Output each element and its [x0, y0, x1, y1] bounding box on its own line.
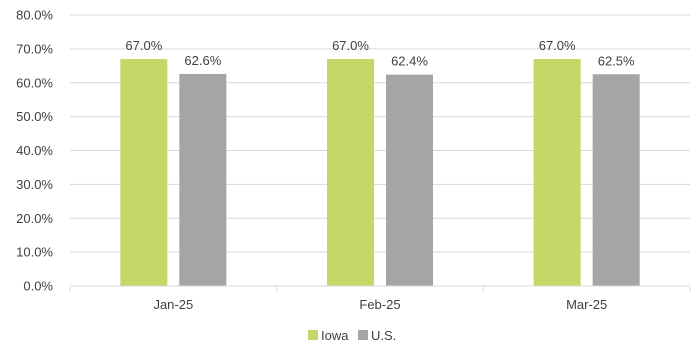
bar-iowa-mar-25: [533, 59, 581, 286]
bar-us-feb-25: [386, 74, 433, 287]
y-axis-tick-labels: 0.0% 10.0% 20.0% 30.0% 40.0% 50.0% 60.0% 70.0% 8…: [16, 8, 53, 294]
y-tick-label: 70.0%: [16, 41, 53, 56]
bars: [120, 59, 640, 287]
gridlines: [70, 14, 690, 253]
y-tick-label: 60.0%: [16, 75, 53, 90]
bar-us-jan-25: [179, 73, 227, 286]
y-tick-label: 10.0%: [16, 245, 53, 260]
y-tick-label: 50.0%: [16, 109, 53, 124]
y-tick-label: 40.0%: [16, 143, 53, 158]
data-label: 62.4%: [391, 54, 428, 69]
bar-iowa-jan-25: [120, 59, 168, 286]
x-axis-tick-labels: Jan-25 Feb-25 Mar-25: [153, 297, 607, 312]
bar-us-mar-25: [592, 74, 640, 286]
y-tick-label: 80.0%: [16, 8, 53, 23]
x-axis: [69, 285, 691, 292]
y-tick-label: 20.0%: [16, 211, 53, 226]
x-tick-label: Mar-25: [566, 297, 607, 312]
data-label: 67.0%: [539, 38, 576, 53]
legend: Iowa U.S.: [308, 328, 396, 343]
legend-label: Iowa: [321, 328, 349, 343]
legend-swatch: [358, 330, 368, 340]
legend-label: U.S.: [371, 328, 396, 343]
data-labels: 67.0% 62.6% 67.0% 62.4% 67.0% 62.5%: [125, 38, 635, 69]
data-label: 67.0%: [125, 38, 162, 53]
bar-iowa-feb-25: [327, 59, 374, 286]
x-tick-label: Jan-25: [153, 297, 193, 312]
legend-swatch: [308, 330, 318, 340]
data-label: 62.6%: [184, 53, 221, 68]
x-tick-label: Feb-25: [359, 297, 400, 312]
y-tick-label: 30.0%: [16, 177, 53, 192]
data-label: 62.5%: [598, 53, 635, 68]
y-tick-label: 0.0%: [23, 279, 53, 294]
data-label: 67.0%: [332, 38, 369, 53]
